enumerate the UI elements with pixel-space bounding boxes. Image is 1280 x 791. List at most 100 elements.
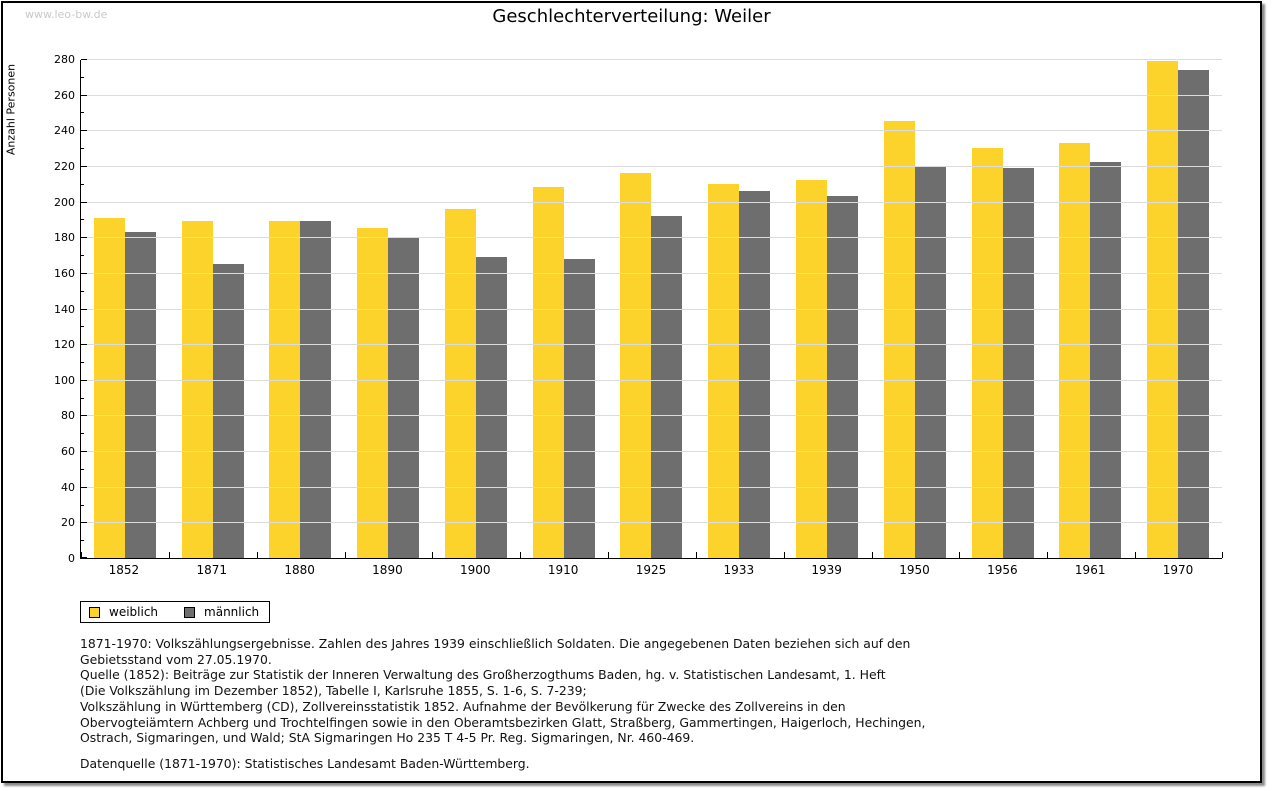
bar-männlich-1933[interactable] (739, 190, 771, 558)
bar-group-1939 (783, 60, 871, 558)
y-tick (81, 148, 84, 150)
y-tick (81, 504, 84, 506)
y-tick (81, 76, 84, 78)
x-axis-label-1890: 1890 (372, 563, 403, 577)
x-axis-labels: 1852 1871 1880 1890 1900 1910 1925 1933 1939 1950… (80, 563, 1222, 577)
x-axis-label-1925: 1925 (635, 563, 667, 577)
gridline (81, 201, 1222, 203)
x-tick (169, 552, 170, 558)
gridline (81, 308, 1222, 310)
x-axis-label-1900: 1900 (460, 563, 491, 577)
bar-männlich-1880[interactable] (300, 221, 332, 558)
y-tick (81, 379, 87, 381)
x-tick (959, 552, 960, 558)
bar-männlich-1890[interactable] (388, 237, 420, 558)
bar-weiblich-1961[interactable] (1059, 142, 1091, 558)
legend-swatch-männlich (184, 606, 196, 618)
y-tick (81, 201, 87, 203)
footnote-line: Quelle (1852): Beiträge zur Statistik de… (80, 667, 886, 683)
bar-männlich-1950[interactable] (914, 165, 946, 558)
footnote-lines: 1871-1970: Volkszählungsergebnisse. Zahl… (80, 636, 925, 746)
y-tick-label: 80 (61, 409, 75, 423)
gridline (81, 379, 1222, 381)
gridline (81, 94, 1222, 96)
bar-männlich-1970[interactable] (1178, 69, 1210, 558)
footnote-line: Volkszählung in Württemberg (CD), Zollve… (80, 698, 846, 714)
bar-weiblich-1933[interactable] (708, 183, 740, 558)
plot-area: 0 20 40 60 80 100 120 140 160 180 200 220 240 260 280 (54, 53, 1223, 565)
y-tick-label: 160 (54, 266, 75, 280)
bar-group-1852 (81, 60, 169, 558)
bar-group-1956 (959, 60, 1047, 558)
footnote-line: (Die Volkszählung im Dezember 1852), Tab… (80, 683, 587, 699)
x-axis-label-1871: 1871 (196, 563, 228, 577)
bar-männlich-1961[interactable] (1090, 162, 1122, 558)
bar-group-1933 (695, 60, 783, 558)
bar-männlich-1910[interactable] (563, 258, 595, 558)
bar-weiblich-1925[interactable] (620, 173, 652, 558)
bar-group-1950 (871, 60, 959, 558)
x-tick (1047, 552, 1048, 558)
y-tick (81, 237, 87, 239)
legend-item-männlich: männlich (184, 605, 259, 619)
y-tick (81, 308, 87, 310)
x-tick (432, 552, 433, 558)
y-tick (81, 272, 87, 274)
bar-männlich-1852[interactable] (124, 231, 156, 558)
y-tick-label: 20 (61, 516, 75, 530)
bar-weiblich-1956[interactable] (971, 148, 1003, 558)
bar-group-1900 (432, 60, 520, 558)
x-tick (696, 552, 697, 558)
y-tick (81, 397, 84, 399)
y-tick (81, 219, 84, 221)
bar-group-1890 (344, 60, 432, 558)
bar-männlich-1956[interactable] (1002, 167, 1034, 558)
bar-männlich-1939[interactable] (827, 196, 858, 558)
bar-group-1961 (1046, 60, 1134, 558)
x-tick (81, 552, 82, 558)
x-axis-label-1852: 1852 (108, 563, 140, 577)
bar-weiblich-1900[interactable] (444, 208, 476, 558)
y-tick (81, 522, 87, 524)
y-tick (81, 183, 84, 185)
bar-weiblich-1910[interactable] (532, 187, 564, 558)
legend-label: weiblich (109, 605, 159, 619)
y-tick (81, 540, 84, 542)
chart-title: Geschlechterverteilung: Weiler (492, 6, 771, 27)
y-tick (81, 255, 84, 257)
x-axis-label-1933: 1933 (723, 563, 755, 577)
gridline (81, 415, 1222, 417)
bar-group-1970 (1134, 60, 1222, 558)
gridline (81, 237, 1222, 239)
bar-männlich-1925[interactable] (651, 215, 683, 558)
bar-weiblich-1950[interactable] (883, 121, 915, 558)
bar-group-1880 (257, 60, 345, 558)
bar-männlich-1871[interactable] (212, 263, 244, 558)
y-tick (81, 326, 84, 328)
bar-weiblich-1939[interactable] (796, 180, 827, 558)
x-axis-label-1970: 1970 (1162, 563, 1194, 577)
x-tick (784, 552, 785, 558)
bar-group-1871 (169, 60, 257, 558)
watermark: www.leo-bw.de (25, 8, 108, 21)
bar-weiblich-1890[interactable] (357, 228, 389, 558)
y-tick (81, 415, 87, 417)
y-tick (81, 557, 87, 558)
bar-weiblich-1871[interactable] (181, 221, 213, 558)
y-tick-label: 120 (54, 338, 75, 352)
y-tick-label: 40 (61, 480, 75, 494)
bar-männlich-1900[interactable] (475, 256, 507, 558)
x-axis-label-1939: 1939 (811, 563, 842, 577)
footnote-line: 1871-1970: Volkszählungsergebnisse. Zahl… (80, 636, 911, 651)
x-tick (1222, 552, 1223, 558)
gridline (81, 59, 1222, 60)
x-tick (1135, 552, 1136, 558)
x-axis-label-1880: 1880 (284, 563, 315, 577)
y-tick-label: 240 (54, 124, 75, 138)
x-tick (257, 552, 258, 558)
footnote-line: Gebietsstand vom 27.05.1970. (80, 651, 272, 667)
y-tick (81, 59, 87, 60)
bar-weiblich-1880[interactable] (269, 221, 301, 558)
bar-weiblich-1852[interactable] (93, 217, 125, 558)
legend-swatch-weiblich (89, 606, 100, 618)
